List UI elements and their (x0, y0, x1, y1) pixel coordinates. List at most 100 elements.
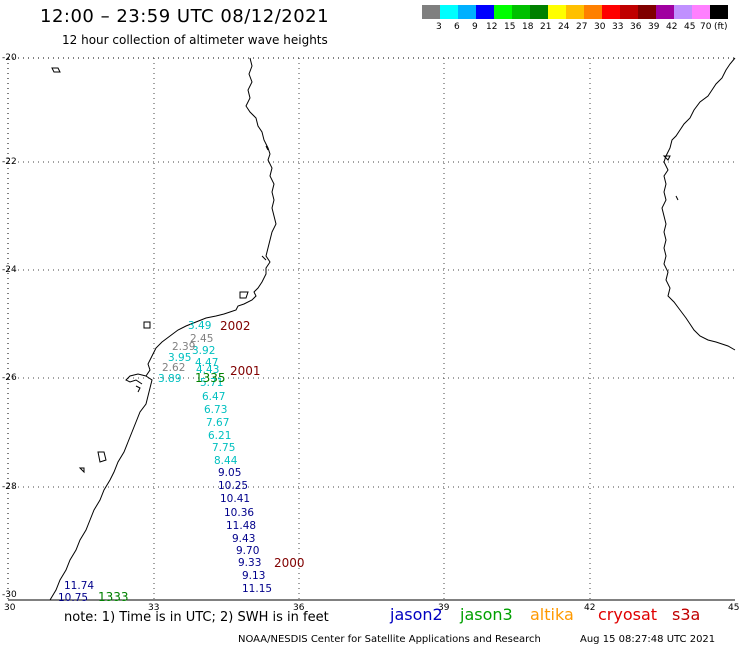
pass-time-label: 1333 (98, 590, 129, 604)
legend-swatch (512, 5, 530, 19)
swh-obs: 9.13 (242, 570, 266, 582)
lon-tick-33: 33 (148, 603, 160, 613)
swh-obs: 4.47 (195, 357, 219, 369)
swh-obs: 7.67 (206, 417, 230, 429)
footer-note: note: 1) Time is in UTC; 2) SWH is in fe… (64, 610, 329, 625)
swh-obs: 6.73 (204, 404, 228, 416)
maputo-bay (125, 373, 147, 385)
lake-inland-2 (239, 291, 249, 299)
legend-label-24: 24 (558, 22, 570, 32)
legend-label-30: 30 (594, 22, 606, 32)
lat-tick-28: -28 (2, 482, 17, 492)
lon-tick-36: 36 (293, 603, 305, 613)
legend-label-6: 6 (454, 22, 460, 32)
legend-label-3: 3 (436, 22, 442, 32)
swh-obs: 9.05 (218, 467, 242, 479)
swh-obs: 11.15 (242, 583, 273, 595)
lat-tick-24: -24 (2, 265, 17, 275)
legend-swatch (440, 5, 458, 19)
swh-obs: 10.36 (224, 507, 255, 519)
legend-swatch (494, 5, 512, 19)
swh-obs: 3.95 (168, 352, 192, 364)
legend-satellite-cryosat: cryosat (598, 605, 658, 624)
legend-label-12: 12 (486, 22, 498, 32)
legend-label-33: 33 (612, 22, 624, 32)
lat-tick-30: -30 (2, 590, 17, 600)
swh-obs: 10.41 (220, 493, 251, 505)
lat-tick-26: -26 (2, 373, 17, 383)
inhaca-island (135, 385, 141, 393)
madagascar-islet (662, 155, 679, 201)
swh-obs: 7.75 (212, 442, 236, 454)
lon-tick-39: 39 (438, 603, 450, 613)
swh-obs: 3.49 (188, 320, 212, 332)
legend-satellite-s3a: s3a (672, 605, 701, 624)
africa-coastline (49, 57, 277, 601)
pass-time-label: 2002 (220, 319, 251, 333)
legend-swatch (710, 5, 728, 19)
swh-color-legend (422, 5, 728, 19)
swh-obs: 9.33 (238, 557, 262, 569)
legend-label-15: 15 (504, 22, 516, 32)
legend-swatch (692, 5, 710, 19)
lat-tick-22: -22 (2, 157, 17, 167)
swh-obs: 2.45 (190, 333, 214, 345)
legend-label-39: 39 (648, 22, 660, 32)
legend-swatch (620, 5, 638, 19)
legend-label-27: 27 (576, 22, 588, 32)
legend-swatch (566, 5, 584, 19)
legend-swatch (674, 5, 692, 19)
credit-line: NOAA/NESDIS Center for Satellite Applica… (238, 634, 541, 645)
map-title: 12:00 – 23:59 UTC 08/12/2021 (40, 6, 330, 27)
swh-obs: 2.62 (162, 362, 186, 374)
madagascar-coastline (661, 57, 736, 351)
swh-obs: 9.43 (232, 533, 256, 545)
legend-label-9: 9 (472, 22, 478, 32)
legend-swatch (458, 5, 476, 19)
lake-inland-4 (97, 451, 107, 463)
lake-inland-5 (78, 467, 85, 474)
lat-tick-20: -20 (2, 53, 17, 63)
generated-timestamp: Aug 15 08:27:48 UTC 2021 (580, 634, 716, 645)
swh-obs: 3.92 (192, 345, 216, 357)
legend-label-36: 36 (630, 22, 642, 32)
swh-obs: 4.43 (196, 364, 220, 376)
map-subtitle: 12 hour collection of altimeter wave hei… (62, 33, 328, 47)
legend-label-21: 21 (540, 22, 552, 32)
legend-satellite-jason3: jason3 (460, 605, 513, 624)
swh-obs: 8.44 (214, 455, 238, 467)
legend-unit: (ft) (714, 22, 728, 32)
swh-obs: 2.39 (172, 341, 196, 353)
lon-tick-42: 42 (584, 603, 596, 613)
swh-obs: 6.47 (202, 391, 226, 403)
legend-swatch (548, 5, 566, 19)
swh-obs: 11.74 (64, 580, 95, 592)
lake-inland-1 (51, 67, 61, 73)
legend-satellite-jason2: jason2 (390, 605, 443, 624)
legend-swatch (656, 5, 674, 19)
legend-swatch (530, 5, 548, 19)
swh-obs: 9.70 (236, 545, 260, 557)
swh-obs: 10.25 (218, 480, 249, 492)
lake-inland-3 (143, 321, 151, 329)
legend-label-45: 45 (684, 22, 696, 32)
lon-tick-30: 30 (4, 603, 16, 613)
bazaruto-islets (261, 145, 269, 261)
pass-time-label: 2001 (230, 364, 261, 378)
swh-obs: 10.75 (58, 592, 89, 604)
legend-swatches (422, 5, 728, 19)
legend-swatch (476, 5, 494, 19)
legend-label-42: 42 (666, 22, 678, 32)
legend-swatch (422, 5, 440, 19)
swh-obs: 6.21 (208, 430, 232, 442)
swh-obs: 3.89 (158, 373, 182, 385)
legend-satellite-altika: altika (530, 605, 574, 624)
pass-time-label: 2000 (274, 556, 305, 570)
legend-swatch (602, 5, 620, 19)
legend-label-18: 18 (522, 22, 534, 32)
legend-swatch (638, 5, 656, 19)
swh-obs: 5.71 (200, 377, 224, 389)
legend-swatch (584, 5, 602, 19)
